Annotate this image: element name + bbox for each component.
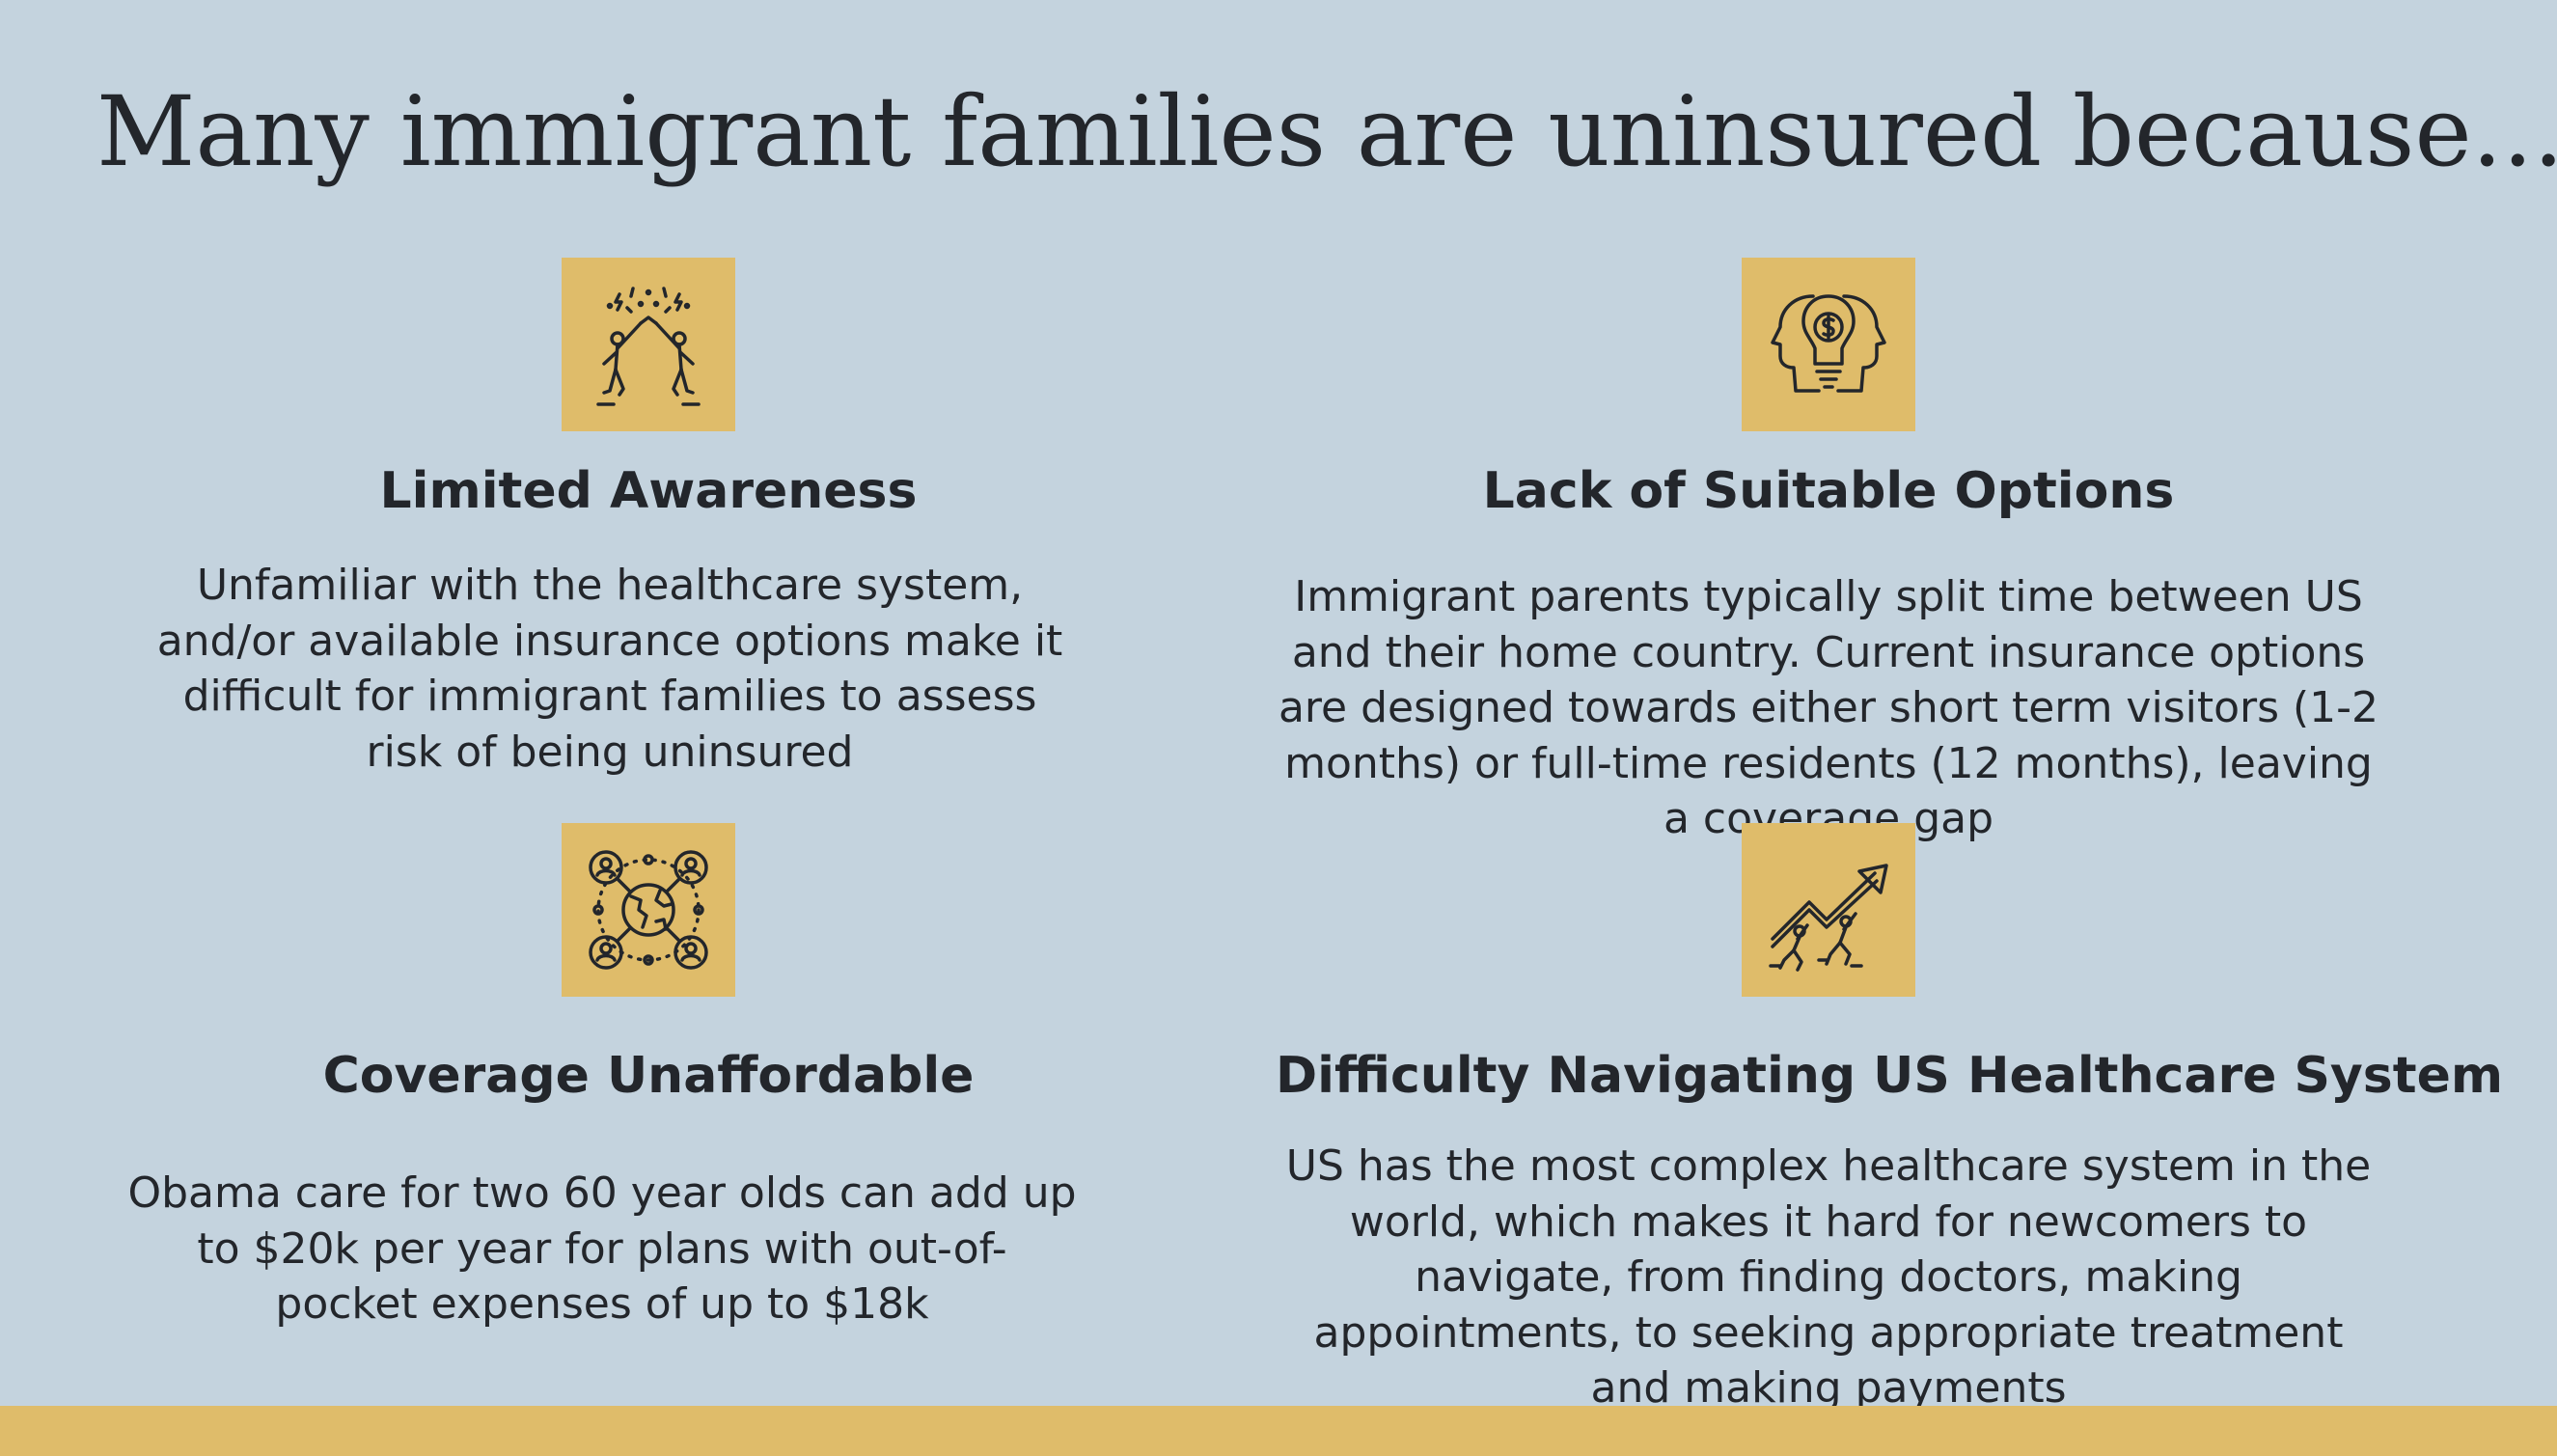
card-icon-box-affordability xyxy=(562,823,735,997)
card-heading: Coverage Unaffordable xyxy=(322,1047,975,1105)
card-heading: Lack of Suitable Options xyxy=(1482,462,2175,520)
card-description: US has the most complex healthcare syste… xyxy=(1285,1141,2372,1413)
card-icon-box-awareness xyxy=(562,258,735,431)
card-icon-box-options xyxy=(1742,258,1915,431)
card-description: Unfamiliar with the healthcare system, a… xyxy=(156,561,1063,777)
global-network-icon xyxy=(589,850,708,970)
celebrating-people-icon xyxy=(596,287,701,406)
heads-with-money-bulb-icon xyxy=(1771,294,1886,393)
page-title: Many immigrant families are uninsured be… xyxy=(96,75,2557,188)
people-pushing-growth-arrow-icon xyxy=(1769,864,1888,972)
card-heading: Limited Awareness xyxy=(379,462,918,520)
card-description: Obama care for two 60 year olds can add … xyxy=(127,1168,1077,1329)
card-description: Immigrant parents typically split time b… xyxy=(1278,572,2379,843)
bottom-accent-bar xyxy=(0,1406,2557,1456)
card-heading: Difficulty Navigating US Healthcare Syst… xyxy=(1276,1047,2504,1105)
card-icon-box-navigation xyxy=(1742,823,1915,997)
